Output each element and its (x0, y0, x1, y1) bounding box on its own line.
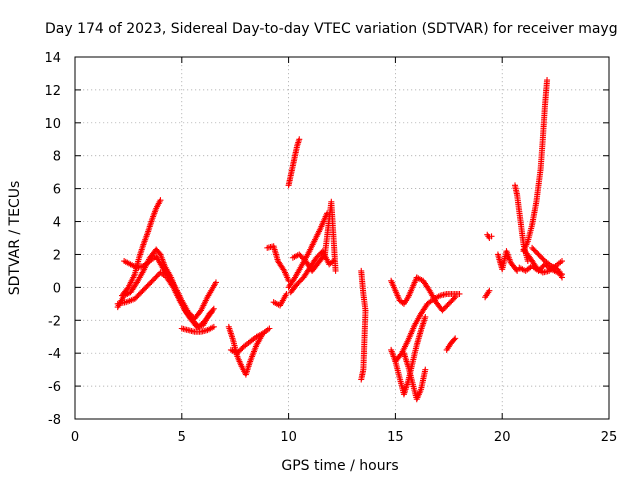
data-point-markers (529, 244, 566, 281)
x-tick-label: 15 (387, 430, 404, 445)
data-point-markers (227, 325, 273, 357)
data-point-markers (413, 274, 459, 314)
series-track-j (285, 136, 303, 189)
x-tick-label: 25 (601, 430, 618, 445)
chart-title: Day 174 of 2023, Sidereal Day-to-day VTE… (45, 21, 618, 37)
data-point-markers (400, 350, 429, 403)
data-point-markers (178, 323, 217, 335)
y-tick-label: 10 (44, 117, 61, 132)
y-tick-label: 12 (44, 84, 61, 99)
data-point-markers (270, 290, 290, 309)
data-point-markers (289, 198, 339, 274)
y-tick-label: -4 (48, 347, 61, 362)
axis-ticks (74, 56, 610, 420)
data-point-markers (121, 253, 219, 322)
y-tick-label: 0 (53, 281, 61, 296)
data-point-markers (520, 77, 551, 255)
x-tick-labels: 0 5 10 15 20 25 (71, 430, 617, 445)
data-point-markers (494, 248, 521, 274)
series-track-q (388, 274, 420, 307)
data-point-markers (358, 267, 369, 383)
data-point-markers (225, 323, 266, 378)
x-axis-label: GPS time / hours (281, 458, 398, 474)
x-tick-label: 5 (178, 430, 186, 445)
data-point-markers (285, 136, 303, 189)
data-point-markers (443, 335, 459, 353)
series-track-r (400, 350, 429, 403)
series-track-m (289, 198, 339, 274)
y-tick-label: -8 (48, 413, 61, 428)
series-track-u (484, 231, 495, 241)
series-track-f (225, 323, 266, 378)
data-point-markers (264, 243, 292, 284)
y-tick-label: 4 (53, 216, 61, 231)
series-track-ab (529, 244, 566, 281)
data-point-markers (482, 287, 493, 301)
x-tick-label: 10 (280, 430, 297, 445)
data-point-markers (388, 274, 420, 307)
series-track-v (482, 287, 493, 301)
series-track-y (520, 77, 551, 255)
grid-lines (75, 57, 609, 419)
series-track-n (358, 267, 369, 383)
y-tick-label: 2 (53, 248, 61, 263)
y-axis-label: SDTVAR / TECUs (7, 181, 23, 296)
plot-frame (74, 56, 610, 420)
data-point-markers (285, 210, 331, 291)
series-track-h (264, 243, 292, 284)
y-tick-label: 14 (44, 51, 61, 66)
series-track-i (270, 290, 290, 309)
x-tick-label: 20 (494, 430, 511, 445)
series-track-w (494, 248, 521, 274)
series-track-k (285, 210, 331, 291)
series-track-d (121, 253, 219, 322)
series-track-t (443, 335, 459, 353)
y-tick-label: -6 (48, 380, 61, 395)
data-point-markers (484, 231, 495, 241)
data-points (114, 77, 566, 403)
y-tick-label: -2 (48, 314, 61, 329)
series-track-e (178, 323, 217, 335)
series-track-s (413, 274, 459, 314)
y-tick-labels: -8 -6 -4 -2 0 2 4 6 8 10 12 14 (44, 51, 61, 428)
y-tick-label: 8 (53, 150, 61, 165)
series-track-g (227, 325, 273, 357)
y-tick-label: 6 (53, 183, 61, 198)
x-tick-label: 0 (71, 430, 79, 445)
